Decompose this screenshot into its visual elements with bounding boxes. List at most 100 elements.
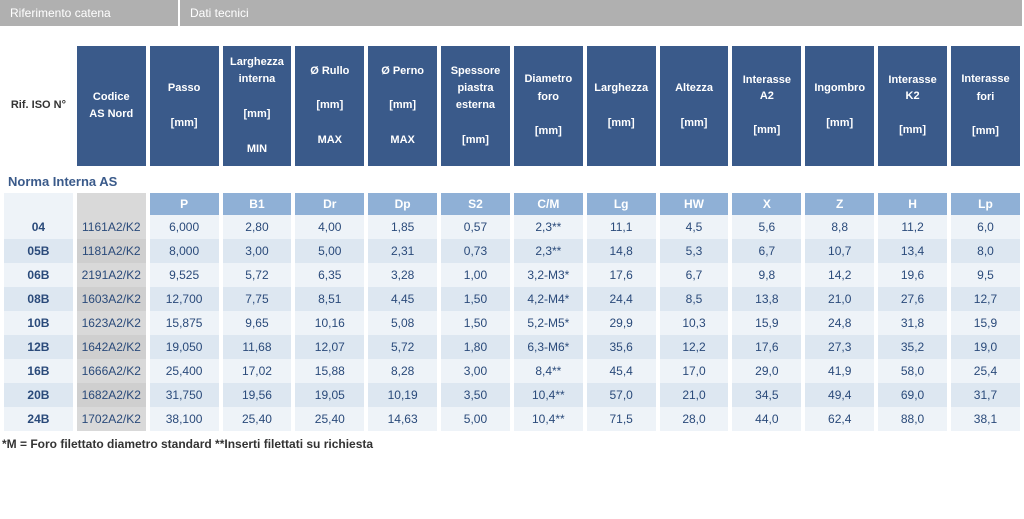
symbol-cell: HW [660,193,729,215]
header-line: Ø Perno [370,64,435,79]
cell-value: 8,000 [150,239,219,263]
cell-value: 24,4 [587,287,656,311]
col-header-5: Ø Perno [mm] MAX [368,46,437,166]
header-line [152,98,217,113]
header-line [225,124,290,139]
cell-value: 0,73 [441,239,510,263]
col-header-8: Larghezza [mm] [587,46,656,166]
symbol-cell: B1 [223,193,292,215]
header-line: foro [516,90,581,105]
table-row: 20B1682A2/K231,75019,5619,0510,193,5010,… [4,383,1020,407]
header-line: [mm] [807,116,872,131]
header-line: [mm] [297,98,362,113]
header-line: MAX [297,133,362,148]
cell-value: 4,00 [295,215,364,239]
cell-value: 58,0 [878,359,947,383]
spec-table: Rif. ISO N°CodiceAS NordPasso [mm]Larghe… [0,46,1024,431]
table-row: 05B1181A2/K28,0003,005,002,310,732,3**14… [4,239,1020,263]
header-line [589,98,654,113]
cell-value: 9,525 [150,263,219,287]
header-line [443,116,508,131]
cell-value: 4,45 [368,287,437,311]
tab-riferimento: Riferimento catena [0,0,180,26]
cell-value: 19,0 [951,335,1020,359]
col-header-9: Altezza [mm] [660,46,729,166]
header-line [880,106,945,121]
cell-value: 10,7 [805,239,874,263]
cell-value: 5,72 [223,263,292,287]
cell-value: 17,6 [732,335,801,359]
cell-value: 15,9 [732,311,801,335]
header-line [225,90,290,105]
cell-value: 17,6 [587,263,656,287]
cell-value: 10,3 [660,311,729,335]
col-header-11: Ingombro [mm] [805,46,874,166]
symbol-cell: X [732,193,801,215]
cell-value: 9,5 [951,263,1020,287]
cell-value: 8,28 [368,359,437,383]
cell-value: 5,3 [660,239,729,263]
cell-value: 12,07 [295,335,364,359]
cell-value: 8,8 [805,215,874,239]
cell-value: 5,2-M5* [514,311,583,335]
header-line: [mm] [589,116,654,131]
header-line: Codice [79,90,144,105]
cell-code: 2191A2/K2 [77,263,146,287]
table-row: 08B1603A2/K212,7007,758,514,451,504,2-M4… [4,287,1020,311]
cell-value: 6,3-M6* [514,335,583,359]
cell-value: 5,00 [441,407,510,431]
header-line: [mm] [734,123,799,138]
cell-value: 2,3** [514,239,583,263]
cell-value: 17,0 [660,359,729,383]
cell-value: 62,4 [805,407,874,431]
cell-value: 49,4 [805,383,874,407]
header-line: MIN [225,142,290,157]
cell-value: 15,88 [295,359,364,383]
cell-code: 1666A2/K2 [77,359,146,383]
symbol-cell: Dr [295,193,364,215]
cell-value: 12,7 [951,287,1020,311]
table-row: 041161A2/K26,0002,804,001,850,572,3**11,… [4,215,1020,239]
cell-value: 4,2-M4* [514,287,583,311]
cell-value: 8,51 [295,287,364,311]
cell-iso: 08B [4,287,73,311]
cell-value: 31,8 [878,311,947,335]
cell-value: 5,08 [368,311,437,335]
cell-value: 31,7 [951,383,1020,407]
cell-value: 25,40 [223,407,292,431]
header-line: [mm] [516,124,581,139]
header-line: AS Nord [79,107,144,122]
symbol-cell: Dp [368,193,437,215]
cell-value: 19,050 [150,335,219,359]
cell-iso: 12B [4,335,73,359]
header-line [370,116,435,131]
table-row: 06B2191A2/K29,5255,726,353,281,003,2-M3*… [4,263,1020,287]
cell-value: 1,80 [441,335,510,359]
table-row: 24B1702A2/K238,10025,4025,4014,635,0010,… [4,407,1020,431]
col-header-4: Ø Rullo [mm] MAX [295,46,364,166]
header-line: Ingombro [807,81,872,96]
cell-value: 35,2 [878,335,947,359]
cell-value: 38,100 [150,407,219,431]
symbol-cell: Z [805,193,874,215]
symbol-cell: S2 [441,193,510,215]
header-line: Interasse K2 [880,73,945,104]
header-line: Altezza [662,81,727,96]
cell-value: 3,00 [441,359,510,383]
header-line: [mm] [225,107,290,122]
header-line [370,81,435,96]
header-line: piastra [443,81,508,96]
cell-iso: 24B [4,407,73,431]
cell-value: 7,75 [223,287,292,311]
cell-value: 1,00 [441,263,510,287]
cell-value: 2,80 [223,215,292,239]
cell-value: 1,85 [368,215,437,239]
cell-code: 1642A2/K2 [77,335,146,359]
header-line [516,107,581,122]
cell-value: 29,0 [732,359,801,383]
cell-value: 11,68 [223,335,292,359]
section-title-row: Norma Interna AS [4,166,1020,193]
spec-table-wrap: Rif. ISO N°CodiceAS NordPasso [mm]Larghe… [0,46,1024,431]
symbol-cell: Lp [951,193,1020,215]
header-line: Larghezza [589,81,654,96]
